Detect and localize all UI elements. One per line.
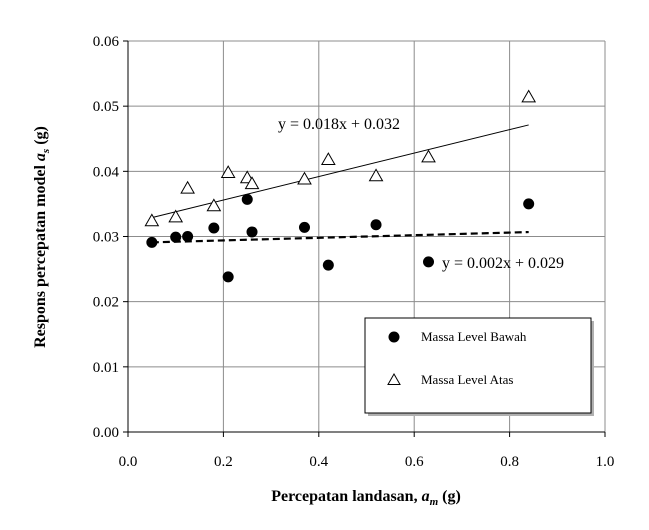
data-point-series-2 — [220, 165, 236, 179]
data-point-series-2 — [244, 176, 260, 190]
y-tick-label: 0.03 — [93, 230, 119, 246]
legend-label-series-1: Massa Level Bawah — [421, 329, 527, 344]
data-point-series-2 — [320, 152, 336, 165]
x-tick-label: 0.4 — [309, 454, 328, 470]
data-points — [144, 89, 537, 283]
legend-marker-series-2 — [387, 372, 401, 385]
data-point-series-2 — [168, 209, 184, 223]
legend-box — [364, 317, 592, 414]
data-point-series-1 — [246, 226, 258, 238]
data-point-series-1 — [298, 221, 310, 233]
data-point-series-1 — [222, 271, 234, 283]
legend-label-series-2: Massa Level Atas — [421, 372, 513, 387]
data-point-series-2 — [368, 168, 384, 182]
x-tick-label: 0.6 — [405, 454, 424, 470]
legend-marker-series-1 — [388, 331, 400, 343]
axes — [123, 40, 606, 437]
y-tick-label: 0.00 — [93, 425, 119, 441]
x-tick-label: 0.8 — [500, 454, 519, 470]
x-tick-label: 1.0 — [596, 454, 615, 470]
data-point-series-1 — [146, 236, 158, 248]
trendlines — [151, 124, 529, 244]
data-point-series-1 — [170, 231, 182, 243]
data-point-series-1 — [423, 256, 435, 268]
trendline-series-1 — [151, 230, 529, 244]
x-tick-label: 0.2 — [214, 454, 233, 470]
x-tick-label: 0.0 — [119, 454, 138, 470]
x-tick-labels: 0.0 0.2 0.4 0.6 0.8 1.0 — [119, 454, 615, 470]
equation-label-upper: y = 0.018x + 0.032 — [278, 116, 400, 133]
data-point-series-1 — [370, 219, 382, 231]
data-point-series-1 — [208, 222, 220, 234]
y-tick-label: 0.04 — [93, 164, 120, 180]
y-tick-labels: 0.00 0.01 0.02 0.03 0.04 0.05 0.06 — [93, 34, 120, 441]
data-point-series-2 — [297, 171, 312, 185]
x-axis-title: Percepatan landasan, am (g) — [271, 488, 461, 508]
y-axis-title: Respons percepatan model as (g) — [32, 126, 52, 348]
data-point-series-1 — [523, 198, 535, 210]
axis-titles: Percepatan landasan, am (g) Respons perce… — [32, 126, 461, 508]
y-tick-label: 0.01 — [93, 360, 119, 376]
y-tick-label: 0.02 — [93, 295, 119, 311]
data-point-series-1 — [322, 259, 334, 271]
data-point-series-2 — [144, 213, 160, 227]
data-point-series-1 — [241, 193, 253, 205]
data-point-series-2 — [521, 89, 537, 103]
equation-label-lower: y = 0.002x + 0.029 — [442, 255, 564, 272]
legend: Massa Level Bawah Massa Level Atas — [364, 317, 594, 416]
data-point-series-2 — [421, 149, 436, 163]
y-tick-label: 0.05 — [93, 99, 119, 115]
trendline-equations: y = 0.018x + 0.032 y = 0.002x + 0.029 — [278, 116, 564, 272]
data-point-series-1 — [182, 231, 194, 242]
data-point-series-2 — [206, 198, 222, 212]
data-point-series-2 — [180, 180, 195, 194]
y-tick-label: 0.06 — [93, 34, 120, 50]
